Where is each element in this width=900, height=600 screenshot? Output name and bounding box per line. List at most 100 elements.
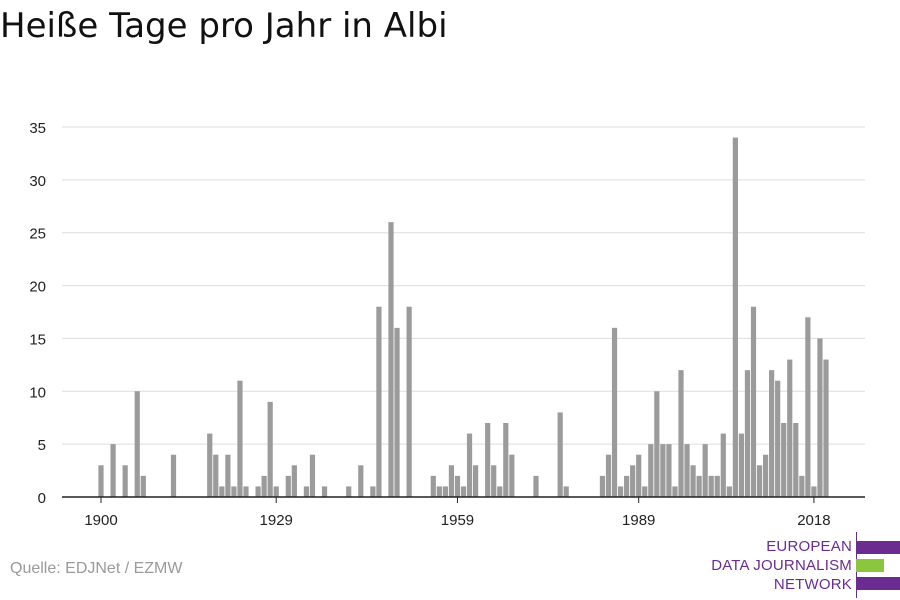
bar	[823, 359, 829, 497]
bar	[642, 486, 648, 497]
bar	[243, 486, 249, 497]
bar	[696, 475, 702, 497]
y-axis-ticks: 0 5 10 15 20 25 30 35	[29, 120, 46, 507]
bar	[472, 465, 479, 497]
bar	[533, 475, 539, 497]
bar	[261, 475, 267, 497]
bar	[636, 454, 642, 497]
bar	[708, 475, 714, 497]
bar	[563, 486, 569, 497]
bar	[756, 465, 763, 497]
bar	[672, 486, 678, 497]
bar	[805, 317, 811, 497]
bar	[817, 338, 823, 497]
bar	[769, 370, 775, 497]
bar	[394, 327, 400, 497]
bar	[370, 486, 376, 497]
bar	[219, 486, 225, 497]
x-tick-label: 1929	[260, 512, 293, 529]
y-tick-label: 5	[38, 437, 46, 454]
bar	[207, 433, 213, 497]
bar	[309, 454, 316, 497]
x-tick-label: 1900	[84, 512, 117, 529]
bar	[134, 391, 140, 497]
bar	[509, 454, 515, 497]
bar	[231, 486, 237, 497]
bar	[442, 486, 448, 497]
bars	[98, 137, 829, 497]
bar	[140, 475, 146, 497]
bar	[630, 465, 636, 497]
bar	[811, 486, 817, 497]
logo-bar-green	[856, 559, 884, 572]
logo-bar-purple-1	[856, 541, 900, 554]
logo-line-1: EUROPEAN	[766, 538, 852, 555]
bar	[666, 444, 672, 497]
bar	[321, 486, 328, 497]
bar	[654, 391, 660, 497]
bar	[225, 454, 231, 497]
bar	[611, 327, 618, 497]
bar	[466, 433, 473, 497]
chart-title: Heiße Tage pro Jahr in Albi	[0, 6, 448, 46]
bar	[273, 486, 279, 497]
bar	[787, 359, 793, 497]
bar	[726, 486, 732, 497]
bar	[406, 306, 412, 497]
bar	[485, 423, 491, 497]
bar	[460, 486, 467, 497]
logo-line-2: DATA JOURNALISM	[711, 557, 852, 574]
bar	[624, 475, 630, 497]
bar	[358, 465, 364, 497]
bar	[750, 306, 757, 497]
gridlines	[62, 126, 865, 445]
bar	[605, 454, 612, 497]
bar	[346, 486, 352, 497]
bar	[448, 465, 455, 497]
bar	[255, 486, 261, 497]
bar	[98, 465, 104, 497]
bar	[267, 401, 273, 497]
bar	[678, 370, 684, 497]
x-tick-label: 2018	[797, 512, 830, 529]
bar	[285, 475, 291, 497]
bar	[648, 444, 654, 497]
y-tick-label: 25	[29, 226, 46, 243]
x-tick-label: 1989	[622, 512, 655, 529]
bar	[170, 454, 177, 497]
bar	[660, 444, 666, 497]
bar	[702, 444, 708, 497]
bar	[793, 423, 799, 497]
bar	[775, 380, 781, 497]
x-tick-label: 1959	[441, 512, 474, 529]
x-axis-ticks: 1900 1929 1959 1989 2018	[84, 497, 831, 529]
bar	[781, 423, 787, 497]
bar	[714, 475, 720, 497]
bar	[799, 475, 805, 497]
logo-line-3: NETWORK	[773, 576, 852, 593]
bar	[738, 433, 745, 497]
bar	[237, 380, 243, 497]
bar	[690, 465, 696, 497]
bar	[557, 412, 563, 497]
bar	[436, 486, 442, 497]
bar	[720, 433, 726, 497]
y-tick-label: 15	[29, 331, 46, 348]
y-tick-label: 35	[29, 120, 46, 137]
bar	[684, 444, 690, 497]
y-tick-label: 20	[29, 279, 46, 296]
bar	[617, 486, 624, 497]
bar	[491, 465, 497, 497]
bar	[599, 475, 606, 497]
y-tick-label: 0	[38, 490, 46, 507]
edjnet-logo: EUROPEAN DATA JOURNALISM NETWORK	[700, 532, 900, 598]
bar	[303, 486, 310, 497]
bar	[503, 423, 509, 497]
bar	[762, 454, 769, 497]
y-tick-label: 10	[29, 384, 46, 401]
bar	[110, 444, 116, 497]
bar	[213, 454, 219, 497]
bar	[388, 222, 394, 497]
bar	[744, 370, 751, 497]
